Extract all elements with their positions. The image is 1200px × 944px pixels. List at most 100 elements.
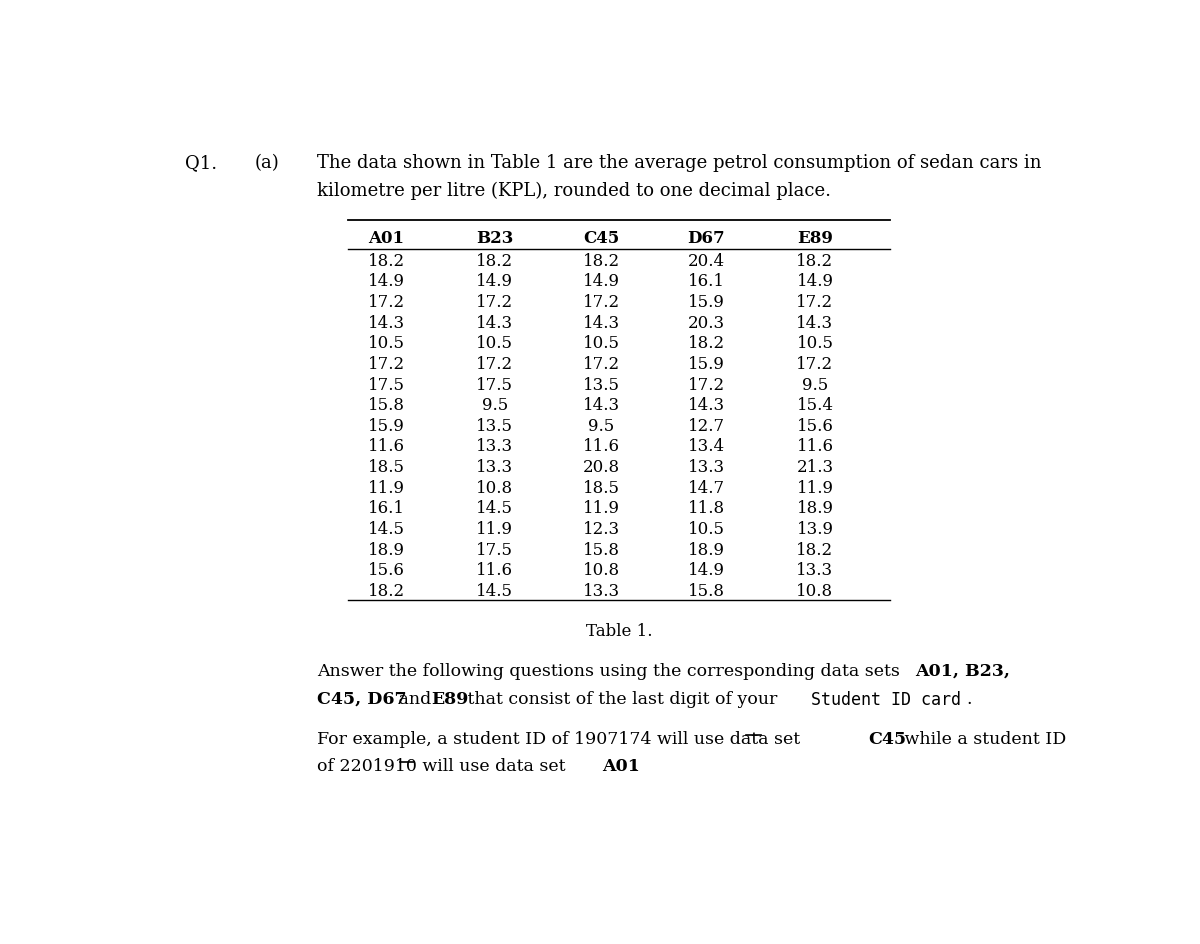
Text: 15.6: 15.6 [368, 562, 404, 579]
Text: 17.2: 17.2 [797, 294, 834, 311]
Text: E89: E89 [431, 690, 469, 707]
Text: 12.7: 12.7 [688, 417, 725, 434]
Text: 14.7: 14.7 [688, 480, 725, 497]
Text: of 2201910 will use data set: of 2201910 will use data set [317, 757, 571, 774]
Text: 17.2: 17.2 [476, 294, 514, 311]
Text: 18.9: 18.9 [688, 541, 725, 558]
Text: 9.5: 9.5 [802, 377, 828, 393]
Text: 14.9: 14.9 [368, 273, 404, 290]
Text: 11.9: 11.9 [797, 480, 834, 497]
Text: .: . [966, 690, 972, 707]
Text: C45, D67: C45, D67 [317, 690, 407, 707]
Text: 14.5: 14.5 [476, 582, 514, 599]
Text: 11.9: 11.9 [368, 480, 404, 497]
Text: 15.6: 15.6 [797, 417, 833, 434]
Text: 10.5: 10.5 [582, 335, 619, 352]
Text: kilometre per litre (KPL), rounded to one decimal place.: kilometre per litre (KPL), rounded to on… [317, 182, 830, 200]
Text: 17.2: 17.2 [476, 356, 514, 373]
Text: 10.8: 10.8 [476, 480, 514, 497]
Text: 11.6: 11.6 [476, 562, 514, 579]
Text: 14.5: 14.5 [476, 500, 514, 517]
Text: E89: E89 [797, 229, 833, 246]
Text: 17.2: 17.2 [688, 377, 725, 393]
Text: 10.5: 10.5 [688, 520, 725, 537]
Text: Table 1.: Table 1. [586, 622, 652, 639]
Text: 13.3: 13.3 [688, 459, 725, 476]
Text: 13.3: 13.3 [476, 438, 514, 455]
Text: 11.6: 11.6 [797, 438, 834, 455]
Text: 13.5: 13.5 [582, 377, 619, 393]
Text: 17.2: 17.2 [368, 294, 404, 311]
Text: 11.9: 11.9 [476, 520, 514, 537]
Text: 10.5: 10.5 [368, 335, 404, 352]
Text: 18.9: 18.9 [797, 500, 834, 517]
Text: that consist of the last digit of your: that consist of the last digit of your [462, 690, 782, 707]
Text: 17.2: 17.2 [368, 356, 404, 373]
Text: 13.9: 13.9 [797, 520, 834, 537]
Text: 10.8: 10.8 [797, 582, 834, 599]
Text: 17.5: 17.5 [476, 377, 514, 393]
Text: 14.3: 14.3 [582, 396, 619, 413]
Text: while a student ID: while a student ID [900, 730, 1067, 747]
Text: 18.9: 18.9 [368, 541, 404, 558]
Text: 11.9: 11.9 [582, 500, 619, 517]
Text: 11.6: 11.6 [368, 438, 404, 455]
Text: 16.1: 16.1 [368, 500, 404, 517]
Text: 18.5: 18.5 [368, 459, 404, 476]
Text: 11.6: 11.6 [582, 438, 619, 455]
Text: 18.2: 18.2 [368, 252, 404, 269]
Text: C45: C45 [869, 730, 906, 747]
Text: 13.3: 13.3 [582, 582, 619, 599]
Text: 18.2: 18.2 [688, 335, 725, 352]
Text: 9.5: 9.5 [481, 396, 508, 413]
Text: 10.5: 10.5 [476, 335, 514, 352]
Text: 18.2: 18.2 [797, 541, 834, 558]
Text: 21.3: 21.3 [797, 459, 834, 476]
Text: .: . [632, 757, 638, 774]
Text: Student ID card: Student ID card [811, 690, 961, 708]
Text: 13.4: 13.4 [688, 438, 725, 455]
Text: C45: C45 [583, 229, 619, 246]
Text: 14.9: 14.9 [476, 273, 514, 290]
Text: 14.3: 14.3 [688, 396, 725, 413]
Text: 14.3: 14.3 [797, 314, 834, 331]
Text: 15.8: 15.8 [582, 541, 619, 558]
Text: D67: D67 [688, 229, 725, 246]
Text: 14.3: 14.3 [582, 314, 619, 331]
Text: 15.9: 15.9 [688, 356, 725, 373]
Text: 14.9: 14.9 [797, 273, 834, 290]
Text: 17.2: 17.2 [582, 356, 619, 373]
Text: 16.1: 16.1 [688, 273, 725, 290]
Text: Q1.: Q1. [185, 154, 217, 172]
Text: (a): (a) [254, 154, 280, 172]
Text: 18.2: 18.2 [476, 252, 514, 269]
Text: 14.5: 14.5 [368, 520, 404, 537]
Text: 15.8: 15.8 [368, 396, 404, 413]
Text: A01: A01 [368, 229, 404, 246]
Text: 18.5: 18.5 [582, 480, 619, 497]
Text: 10.5: 10.5 [797, 335, 834, 352]
Text: Answer the following questions using the corresponding data sets: Answer the following questions using the… [317, 662, 905, 679]
Text: The data shown in Table 1 are the average petrol consumption of sedan cars in: The data shown in Table 1 are the averag… [317, 154, 1042, 172]
Text: 20.8: 20.8 [582, 459, 619, 476]
Text: 14.9: 14.9 [582, 273, 619, 290]
Text: 13.3: 13.3 [476, 459, 514, 476]
Text: 15.9: 15.9 [688, 294, 725, 311]
Text: 17.2: 17.2 [797, 356, 834, 373]
Text: A01, B23,: A01, B23, [914, 662, 1010, 679]
Text: For example, a student ID of 1907174 will use data set: For example, a student ID of 1907174 wil… [317, 730, 805, 747]
Text: 14.3: 14.3 [476, 314, 514, 331]
Text: 20.4: 20.4 [688, 252, 725, 269]
Text: 12.3: 12.3 [582, 520, 619, 537]
Text: 18.2: 18.2 [797, 252, 834, 269]
Text: 11.8: 11.8 [688, 500, 725, 517]
Text: 20.3: 20.3 [688, 314, 725, 331]
Text: 15.8: 15.8 [688, 582, 725, 599]
Text: 13.5: 13.5 [476, 417, 514, 434]
Text: 15.4: 15.4 [797, 396, 834, 413]
Text: 10.8: 10.8 [582, 562, 619, 579]
Text: 14.9: 14.9 [688, 562, 725, 579]
Text: 17.5: 17.5 [368, 377, 404, 393]
Text: 13.3: 13.3 [797, 562, 834, 579]
Text: A01: A01 [602, 757, 640, 774]
